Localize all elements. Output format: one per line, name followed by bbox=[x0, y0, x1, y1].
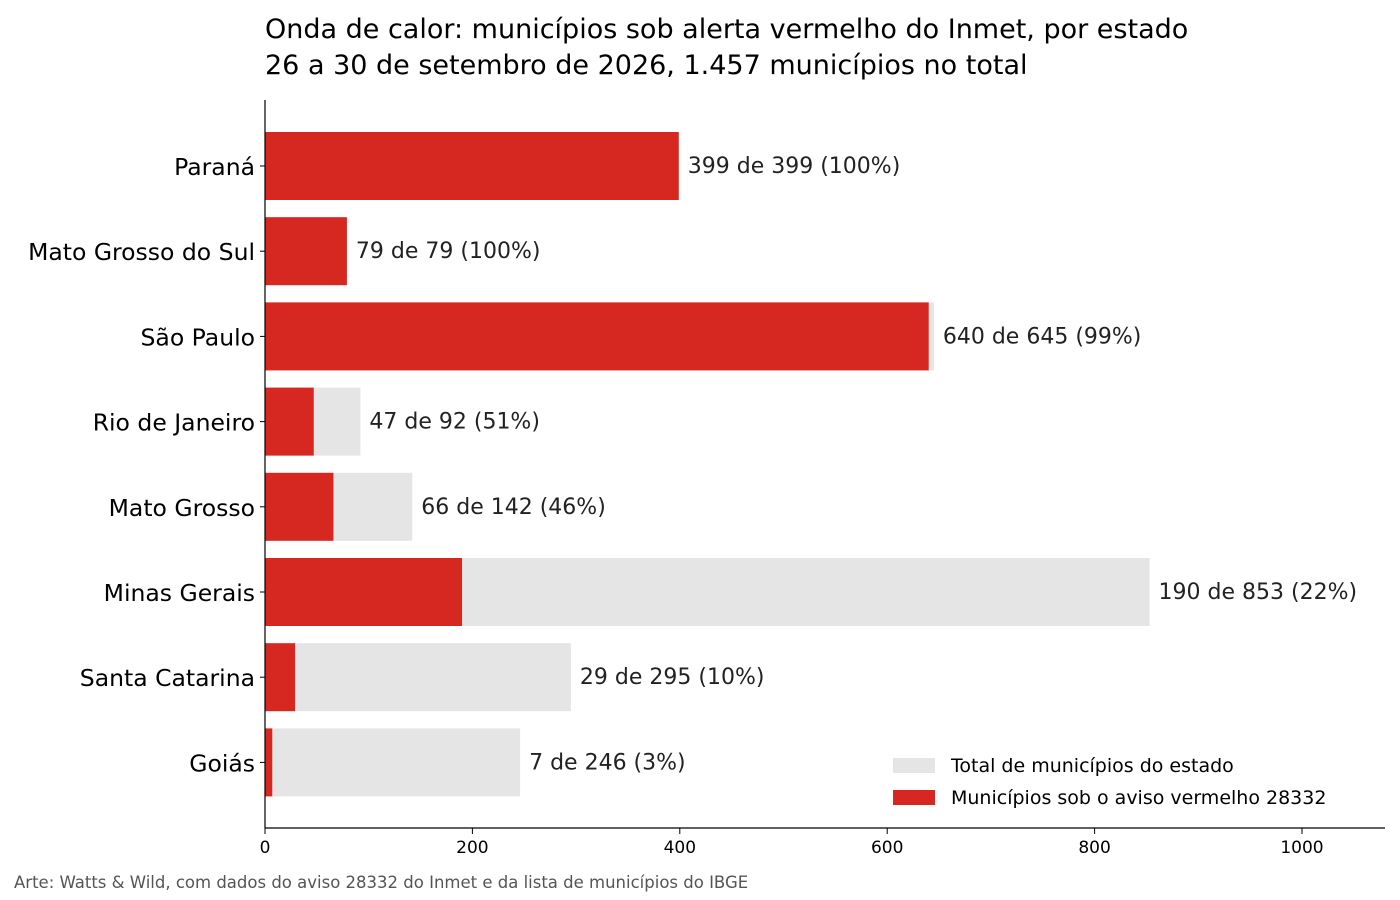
bar-total bbox=[265, 728, 521, 797]
x-tick-label: 1000 bbox=[1280, 838, 1323, 858]
data-label: 7 de 246 (3%) bbox=[529, 750, 686, 775]
category-label: Paraná bbox=[174, 153, 255, 181]
category-label: São Paulo bbox=[141, 323, 255, 351]
title-line-1: Onda de calor: municípios sob alerta ver… bbox=[265, 14, 1189, 45]
bar-alert bbox=[265, 558, 463, 626]
bar-alert bbox=[265, 217, 347, 286]
category-label: Minas Gerais bbox=[104, 579, 255, 607]
bar-alert bbox=[265, 472, 334, 541]
x-tick-label: 800 bbox=[1078, 838, 1110, 858]
source-credit: Arte: Watts & Wild, com dados do aviso 2… bbox=[14, 873, 749, 892]
data-label: 66 de 142 (46%) bbox=[421, 495, 606, 520]
category-label: Mato Grosso do Sul bbox=[28, 238, 255, 266]
bar-alert bbox=[265, 387, 314, 456]
data-label: 29 de 295 (10%) bbox=[580, 665, 765, 690]
legend-label: Municípios sob o aviso vermelho 28332 bbox=[951, 787, 1326, 809]
category-label: Mato Grosso bbox=[109, 494, 255, 522]
x-tick-label: 0 bbox=[260, 838, 271, 858]
bar-total bbox=[265, 643, 571, 712]
x-tick-label: 400 bbox=[664, 838, 696, 858]
chart-title: Onda de calor: municípios sob alerta ver… bbox=[265, 12, 1188, 84]
data-label: 399 de 399 (100%) bbox=[688, 154, 901, 179]
bar-alert bbox=[265, 302, 929, 371]
bar-alert bbox=[265, 643, 296, 712]
title-line-2: 26 a 30 de setembro de 2026, 1.457 munic… bbox=[265, 50, 1028, 81]
bar-alert bbox=[265, 728, 273, 797]
data-label: 190 de 853 (22%) bbox=[1159, 580, 1358, 605]
category-label: Rio de Janeiro bbox=[93, 409, 255, 437]
category-label: Goiás bbox=[189, 749, 255, 777]
bar-alert bbox=[265, 132, 679, 200]
x-tick-label: 200 bbox=[456, 838, 488, 858]
legend-swatch bbox=[893, 758, 935, 773]
x-tick-label: 600 bbox=[871, 838, 903, 858]
data-label: 640 de 645 (99%) bbox=[943, 324, 1142, 349]
category-label: Santa Catarina bbox=[80, 664, 255, 692]
legend-swatch bbox=[893, 790, 935, 805]
legend-label: Total de municípios do estado bbox=[950, 755, 1234, 777]
data-label: 79 de 79 (100%) bbox=[356, 239, 541, 264]
data-label: 47 de 92 (51%) bbox=[369, 410, 540, 435]
